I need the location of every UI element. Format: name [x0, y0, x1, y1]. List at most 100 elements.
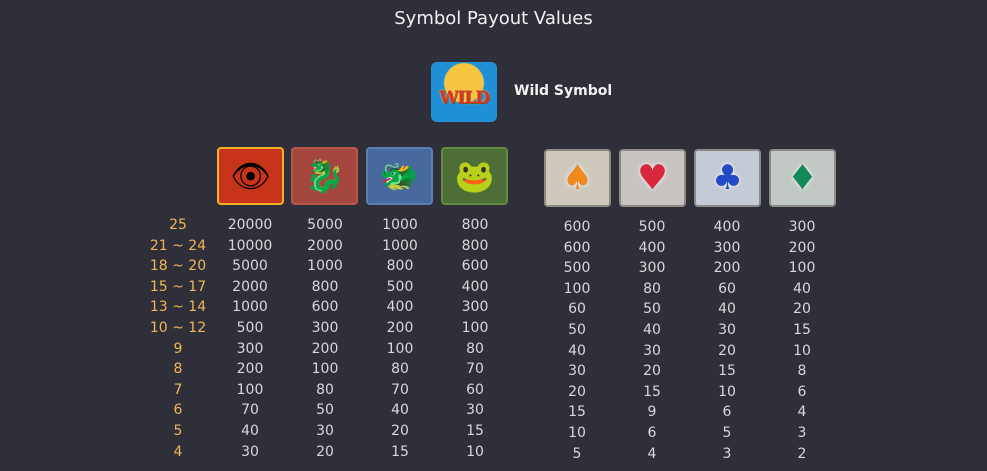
payout-value: 15	[793, 322, 811, 338]
payout-value: 100	[461, 320, 489, 336]
payout-value: 10000	[227, 237, 273, 254]
payout-value: 20	[793, 301, 811, 318]
payout-value: 30	[316, 423, 334, 439]
symbol-count-label: 5	[173, 423, 183, 439]
payout-value: 5	[572, 445, 582, 462]
payout-value: 30	[466, 402, 484, 419]
payout-value: 20	[643, 363, 661, 380]
page-title: Symbol Payout Values	[394, 8, 593, 29]
payout-value: 15	[391, 443, 409, 460]
payout-value: 6	[647, 425, 657, 441]
payout-value: 20	[391, 423, 409, 439]
symbol-count-label: 15 ~ 17	[149, 278, 207, 295]
payout-value: 400	[386, 299, 414, 316]
payout-value: 2	[797, 445, 807, 462]
payout-value: 70	[391, 381, 409, 398]
payout-value: 100	[311, 361, 339, 378]
payout-value: 1000	[307, 258, 343, 275]
payout-value: 20	[568, 383, 586, 400]
payout-value: 200	[713, 260, 741, 277]
dragon-eye-icon: 👁	[217, 147, 284, 205]
red-dragon-icon: 🐉	[291, 147, 358, 205]
payout-value: 100	[563, 280, 591, 297]
payout-value: 15	[568, 404, 586, 421]
payout-value: 600	[563, 219, 591, 235]
blue-dragon-icon: 🐲	[366, 147, 433, 205]
payout-value: 300	[461, 299, 489, 316]
payout-value: 5000	[232, 258, 268, 275]
payout-value: 10	[793, 342, 811, 359]
payout-value: 80	[316, 381, 334, 398]
wild-icon-text: WILD	[439, 88, 490, 108]
symbol-count-label: 10 ~ 12	[149, 320, 207, 336]
payout-value: 1000	[382, 217, 418, 233]
payout-value: 500	[638, 219, 666, 235]
payout-value: 800	[461, 237, 489, 254]
payout-value: 40	[643, 322, 661, 338]
symbol-count-label: 25	[169, 217, 187, 233]
payout-value: 100	[788, 260, 816, 277]
payout-value: 1000	[382, 237, 418, 254]
symbol-count-label: 18 ~ 20	[149, 258, 207, 275]
payout-value: 30	[241, 443, 259, 460]
symbol-count-label: 8	[173, 361, 183, 378]
payout-value: 400	[638, 239, 666, 256]
spade-icon: ♠	[544, 149, 611, 207]
payout-value: 10	[568, 425, 586, 441]
symbol-count-label: 9	[173, 340, 183, 357]
payout-value: 40	[568, 342, 586, 359]
payout-value: 300	[311, 320, 339, 336]
wild-egg-icon: WILD	[431, 62, 497, 122]
payout-value: 300	[713, 239, 741, 256]
payout-value: 2000	[232, 278, 268, 295]
payout-value: 60	[466, 381, 484, 398]
payout-value: 300	[788, 219, 816, 235]
payout-value: 50	[568, 322, 586, 338]
symbol-count-label: 21 ~ 24	[149, 237, 207, 254]
payout-value: 200	[386, 320, 414, 336]
payout-value: 5000	[307, 217, 343, 233]
payout-value: 15	[643, 383, 661, 400]
payout-value: 200	[236, 361, 264, 378]
payout-value: 20	[718, 342, 736, 359]
payout-value: 6	[722, 404, 732, 421]
payout-value: 800	[311, 278, 339, 295]
payout-value: 300	[638, 260, 666, 277]
payout-value: 500	[236, 320, 264, 336]
payout-value: 400	[461, 278, 489, 295]
payout-value: 60	[568, 301, 586, 318]
heart-icon: ♥	[619, 149, 686, 207]
payout-value: 30	[568, 363, 586, 380]
payout-value: 600	[461, 258, 489, 275]
payout-value: 20	[316, 443, 334, 460]
symbol-count-label: 4	[173, 443, 183, 460]
payout-value: 100	[386, 340, 414, 357]
payout-value: 3	[797, 425, 807, 441]
payout-value: 10	[466, 443, 484, 460]
payout-value: 70	[466, 361, 484, 378]
payout-value: 600	[311, 299, 339, 316]
payout-value: 800	[386, 258, 414, 275]
diamond-icon: ♦	[769, 149, 836, 207]
payout-value: 20000	[227, 217, 273, 233]
payout-value: 300	[236, 340, 264, 357]
symbol-count-label: 7	[173, 381, 183, 398]
payout-value: 40	[241, 423, 259, 439]
green-frog-icon: 🐸	[441, 147, 508, 205]
payout-value: 80	[391, 361, 409, 378]
payout-value: 8	[797, 363, 807, 380]
symbol-count-label: 13 ~ 14	[149, 299, 207, 316]
payout-value: 1000	[232, 299, 268, 316]
payout-value: 200	[788, 239, 816, 256]
payout-value: 2000	[307, 237, 343, 254]
payout-value: 80	[643, 280, 661, 297]
payout-value: 600	[563, 239, 591, 256]
payout-value: 15	[466, 423, 484, 439]
payout-value: 50	[316, 402, 334, 419]
payout-value: 40	[793, 280, 811, 297]
payout-value: 9	[647, 404, 657, 421]
payout-value: 60	[718, 280, 736, 297]
payout-value: 4	[797, 404, 807, 421]
payout-value: 400	[713, 219, 741, 235]
payout-value: 30	[718, 322, 736, 338]
